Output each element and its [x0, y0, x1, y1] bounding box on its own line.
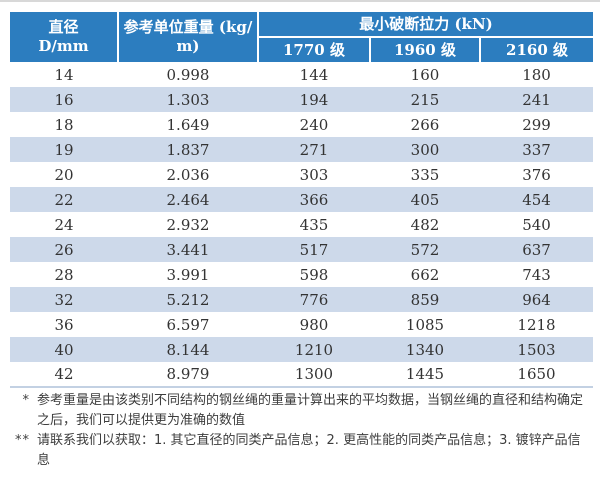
header-diameter: 直径 D/mm [10, 12, 119, 62]
cell-diameter: 36 [54, 315, 74, 334]
cell-kn-2160: 180 [522, 65, 551, 84]
cell-kn-2160: 454 [522, 190, 551, 209]
table-row: 19 1.837 271 300 337 [10, 137, 594, 162]
header-diameter-line2: D/mm [38, 37, 89, 55]
table-row: 42 8.979 1300 1445 1650 [10, 362, 594, 388]
cell-kn-1770: 598 [299, 265, 329, 284]
header-breaking-force: 最小破断拉力 (kN) [258, 12, 594, 38]
cell-kn-1770: 776 [299, 290, 329, 309]
cell-unit-weight: 1.837 [166, 140, 210, 159]
footnote-contact-us: ** 请联系我们以获取：1. 其它直径的同类产品信息；2. 更高性能的同类产品信… [10, 431, 590, 471]
cell-diameter: 20 [54, 165, 74, 184]
table-body: 14 0.998 144 160 180 16 1.303 194 215 241 18 1.649 2… [10, 62, 594, 388]
header-grade-1960: 1960 级 [370, 37, 481, 62]
cell-diameter: 40 [54, 340, 74, 359]
footnotes: * 参考重量是由该类别不同结构的钢丝绳的重量计算出来的平均数据，当钢丝绳的直径和… [10, 391, 590, 471]
footnote-reference-weight: * 参考重量是由该类别不同结构的钢丝绳的重量计算出来的平均数据，当钢丝绳的直径和… [10, 391, 590, 431]
cell-unit-weight: 5.212 [166, 290, 210, 309]
table-row: 18 1.649 240 266 299 [10, 112, 593, 137]
cell-kn-1770: 366 [299, 190, 329, 209]
cell-kn-2160: 337 [522, 140, 551, 159]
cell-diameter: 18 [54, 115, 74, 134]
cell-kn-2160: 376 [522, 165, 551, 184]
table-header: 直径 D/mm 参考单位重量 (kg/m) 最小破断拉力 (kN) 1770 级… [10, 12, 594, 62]
cell-kn-2160: 637 [522, 240, 551, 259]
footnote-marker: * [22, 393, 30, 408]
table-row: 20 2.036 303 335 376 [10, 162, 593, 187]
cell-kn-1960: 160 [410, 65, 440, 84]
cell-unit-weight: 1.303 [166, 90, 210, 109]
cell-kn-1960: 572 [410, 240, 440, 259]
cell-unit-weight: 3.441 [166, 240, 210, 259]
cell-kn-2160: 1218 [517, 315, 556, 334]
cell-kn-1960: 662 [410, 265, 440, 284]
cell-kn-1770: 517 [299, 240, 329, 259]
cell-kn-1770: 303 [299, 165, 329, 184]
cell-kn-1770: 1300 [258, 362, 370, 388]
footnote-marker: ** [15, 433, 30, 448]
header-diameter-line1: 直径 [48, 18, 79, 36]
cell-unit-weight: 3.991 [166, 265, 210, 284]
cell-kn-1960: 300 [410, 140, 440, 159]
cell-diameter: 42 [10, 362, 118, 388]
table-row: 36 6.597 980 1085 1218 [10, 312, 593, 337]
cell-kn-2160: 1503 [517, 340, 556, 359]
cell-unit-weight: 6.597 [166, 315, 210, 334]
cell-unit-weight: 8.979 [118, 362, 258, 388]
cell-diameter: 14 [54, 65, 74, 84]
scan-edge-line [0, 0, 600, 2]
cell-unit-weight: 1.649 [166, 115, 210, 134]
cell-diameter: 32 [54, 290, 74, 309]
footnote-text: 请联系我们以获取：1. 其它直径的同类产品信息；2. 更高性能的同类产品信息；3… [37, 433, 581, 468]
cell-kn-1960: 405 [410, 190, 440, 209]
header-unit-weight: 参考单位重量 (kg/m) [118, 12, 259, 62]
cell-diameter: 22 [54, 190, 74, 209]
table-row: 16 1.303 194 215 241 [10, 87, 594, 112]
cell-kn-2160: 1650 [480, 362, 594, 388]
cell-kn-1960: 1085 [405, 315, 445, 334]
cell-kn-2160: 743 [522, 265, 551, 284]
cell-kn-2160: 241 [522, 90, 551, 109]
table-row: 22 2.464 366 405 454 [10, 187, 594, 212]
cell-diameter: 28 [54, 265, 74, 284]
table-row: 28 3.991 598 662 743 [10, 262, 593, 287]
cell-diameter: 26 [54, 240, 74, 259]
cell-diameter: 16 [54, 90, 74, 109]
table-row: 40 8.144 1210 1340 1503 [10, 337, 594, 362]
footnote-text: 参考重量是由该类别不同结构的钢丝绳的重量计算出来的平均数据，当钢丝绳的直径和结构… [37, 393, 584, 428]
cell-kn-1770: 271 [299, 140, 329, 159]
cell-kn-1770: 144 [299, 65, 329, 84]
cell-kn-1960: 266 [410, 115, 440, 134]
cell-kn-1960: 215 [410, 90, 440, 109]
cell-kn-1960: 859 [410, 290, 440, 309]
table-row: 24 2.932 435 482 540 [10, 212, 593, 237]
cell-diameter: 24 [54, 215, 74, 234]
cell-unit-weight: 2.036 [166, 165, 210, 184]
cell-kn-1770: 435 [299, 215, 329, 234]
cell-kn-1960: 482 [410, 215, 440, 234]
cell-kn-1770: 194 [299, 90, 329, 109]
cell-kn-2160: 299 [522, 115, 551, 134]
cell-kn-1770: 1210 [294, 340, 334, 359]
cell-unit-weight: 8.144 [166, 340, 210, 359]
header-grade-2160: 2160 级 [480, 37, 594, 62]
table-row: 14 0.998 144 160 180 [10, 62, 593, 87]
header-grade-1770: 1770 级 [258, 37, 371, 62]
cell-kn-1770: 980 [299, 315, 329, 334]
table-row: 32 5.212 776 859 964 [10, 287, 594, 312]
wire-rope-spec-table: 直径 D/mm 参考单位重量 (kg/m) 最小破断拉力 (kN) 1770 级… [10, 12, 594, 388]
cell-kn-1960: 1340 [405, 340, 445, 359]
table-row: 26 3.441 517 572 637 [10, 237, 594, 262]
cell-kn-2160: 540 [522, 215, 551, 234]
cell-kn-2160: 964 [522, 290, 551, 309]
cell-unit-weight: 0.998 [166, 65, 210, 84]
cell-diameter: 19 [54, 140, 74, 159]
cell-kn-1960: 1445 [370, 362, 480, 388]
cell-unit-weight: 2.932 [166, 215, 210, 234]
cell-kn-1770: 240 [299, 115, 329, 134]
cell-unit-weight: 2.464 [166, 190, 210, 209]
cell-kn-1960: 335 [410, 165, 440, 184]
